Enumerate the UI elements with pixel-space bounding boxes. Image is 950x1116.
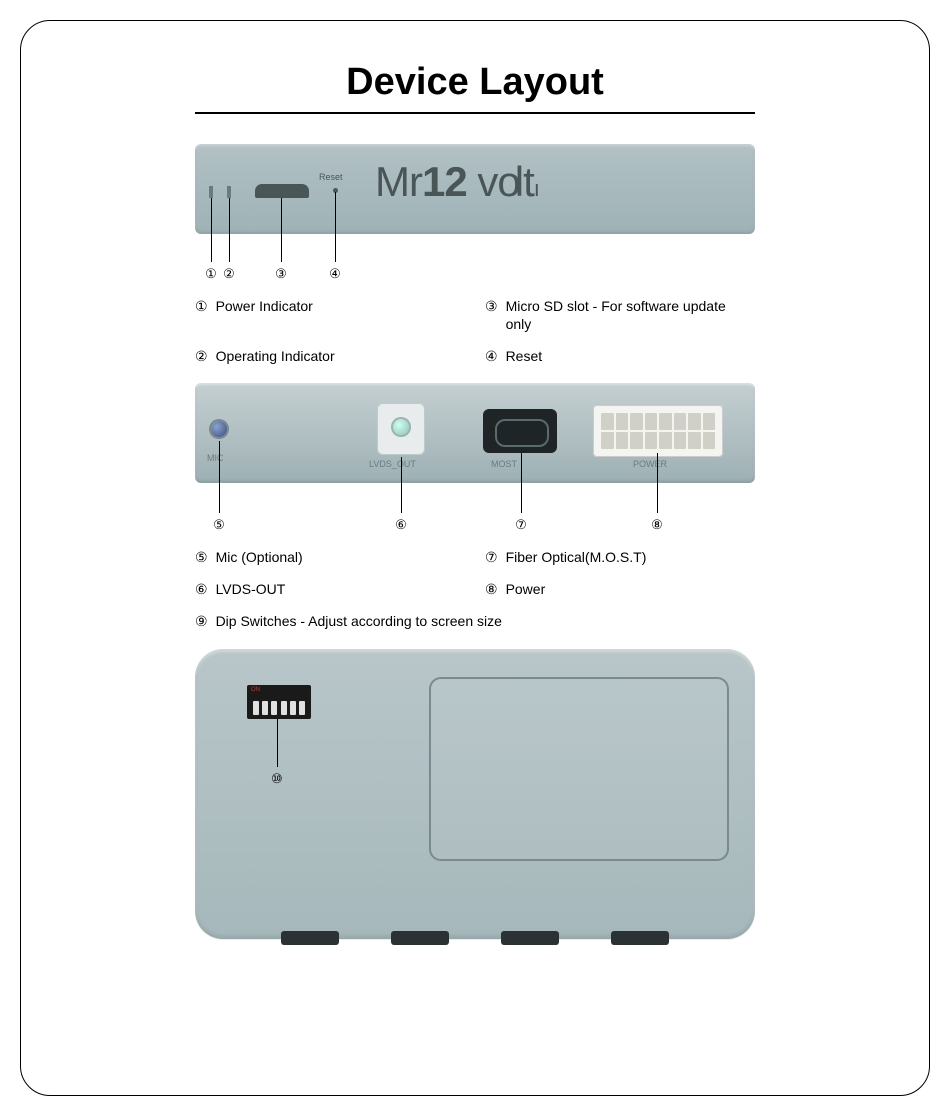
- callout-number: ⑩: [271, 771, 283, 787]
- callout-number: ⑧: [651, 517, 663, 533]
- callout-number: ⑦: [515, 517, 527, 533]
- mic-port-label: MIC: [207, 453, 224, 463]
- legend-text: Power: [506, 580, 546, 598]
- legend-text: Dip Switches - Adjust according to scree…: [216, 612, 502, 630]
- micro-sd-slot: [255, 184, 309, 198]
- legend-item: ⑧ Power: [485, 580, 755, 598]
- callout-line: [657, 453, 658, 513]
- callout-line: [219, 441, 220, 513]
- most-port: [483, 409, 557, 453]
- callout-number: ⑥: [395, 517, 407, 533]
- legend-item-full: ⑨ Dip Switches - Adjust according to scr…: [195, 612, 755, 630]
- legend-text: Micro SD slot - For software update only: [506, 297, 755, 333]
- legend-number: ⑧: [485, 580, 498, 598]
- device-front-section: Reset Mr12 voltı ① ② ③ ④: [195, 144, 755, 287]
- top-panel-outline: [429, 677, 729, 861]
- legend-number: ④: [485, 347, 498, 365]
- legend-item: ④ Reset: [485, 347, 755, 365]
- legend-text: Reset: [506, 347, 543, 365]
- device-feet: [195, 931, 755, 947]
- legend-text: Power Indicator: [216, 297, 313, 315]
- legend-grid-1: ① Power Indicator ③ Micro SD slot - For so…: [195, 297, 755, 366]
- callout-number: ⑤: [213, 517, 225, 533]
- legend-item: ⑥ LVDS-OUT: [195, 580, 465, 598]
- callout-number: ①: [205, 266, 217, 282]
- lvds-out-port: [377, 403, 425, 455]
- legend-text: LVDS-OUT: [216, 580, 286, 598]
- callout-line: [281, 198, 282, 262]
- title-underline: [195, 112, 755, 114]
- callout-row-1: ① ② ③ ④: [195, 232, 755, 287]
- legend-text: Mic (Optional): [216, 548, 303, 566]
- brand-logo: Mr12 voltı: [375, 158, 539, 206]
- legend-number: ⑦: [485, 548, 498, 566]
- device-ports-view: MIC LVDS_OUT MOST POWER: [195, 383, 755, 483]
- callout-line: [277, 719, 278, 767]
- callout-line: [335, 192, 336, 262]
- callout-number: ③: [275, 266, 287, 282]
- legend-number: ②: [195, 347, 208, 365]
- callout-10: ⑩: [277, 719, 283, 787]
- callout-line: [211, 198, 212, 262]
- legend-item: ② Operating Indicator: [195, 347, 465, 365]
- power-port-pins: [601, 413, 715, 449]
- document-frame: Device Layout Reset Mr12 voltı ① ② ③ ④ ①…: [20, 20, 930, 1096]
- operating-indicator-led: [227, 186, 231, 198]
- legend-number: ⑨: [195, 612, 208, 630]
- most-port-label: MOST: [491, 459, 517, 469]
- device-front-view: Reset Mr12 voltı: [195, 144, 755, 234]
- legend-number: ①: [195, 297, 208, 315]
- legend-number: ⑤: [195, 548, 208, 566]
- callout-row-2: ⑤ ⑥ ⑦ ⑧: [195, 483, 755, 538]
- legend-text: Fiber Optical(M.O.S.T): [506, 548, 647, 566]
- mic-port: [211, 421, 227, 437]
- callout-number: ④: [329, 266, 341, 282]
- page-title: Device Layout: [71, 61, 879, 104]
- legend-item: ⑤ Mic (Optional): [195, 548, 465, 566]
- power-port-label: POWER: [633, 459, 667, 469]
- legend-item: ③ Micro SD slot - For software update onl…: [485, 297, 755, 333]
- lvds-port-label: LVDS_OUT: [369, 459, 416, 469]
- legend-item: ① Power Indicator: [195, 297, 465, 333]
- callout-line: [401, 457, 402, 513]
- callout-line: [521, 453, 522, 513]
- callout-line: [229, 198, 230, 262]
- legend-item: ⑦ Fiber Optical(M.O.S.T): [485, 548, 755, 566]
- legend-grid-2: ⑤Mic (Optional) ⑦Fiber Optical(M.O.S.T) …: [195, 548, 755, 598]
- power-indicator-led: [209, 186, 213, 198]
- callout-number: ②: [223, 266, 235, 282]
- device-top-view: ON ⑩: [195, 649, 755, 939]
- legend-number: ③: [485, 297, 498, 315]
- legend-number: ⑥: [195, 580, 208, 598]
- reset-label: Reset: [319, 172, 343, 182]
- legend-text: Operating Indicator: [216, 347, 335, 365]
- dip-on-label: ON: [251, 687, 260, 693]
